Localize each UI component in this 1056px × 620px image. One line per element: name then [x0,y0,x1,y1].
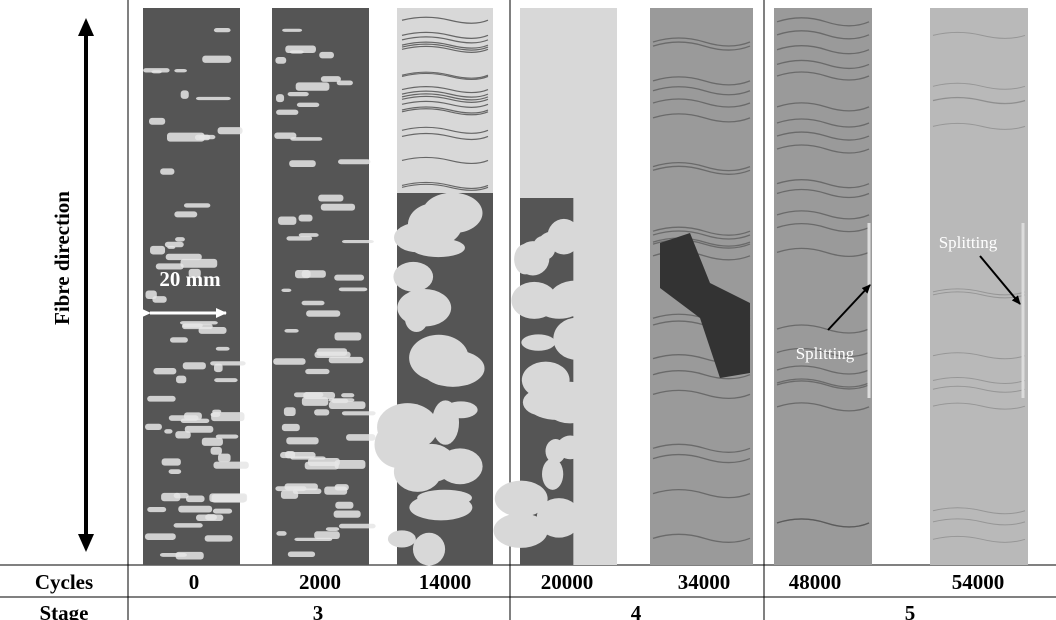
fibre-direction-label: Fibre direction [50,191,74,325]
arrow-head-top-icon [78,18,94,36]
cycle-value: 14000 [419,570,472,594]
fibre-direction-axis: Fibre direction [50,18,94,552]
arrow-head-bottom-icon [78,534,94,552]
specimen-strip [930,8,1028,565]
cycle-value: 54000 [952,570,1005,594]
cycles-row-label: Cycles [35,570,93,594]
specimen-strips [143,8,1028,566]
stage-row: 3 4 5 [313,601,916,620]
splitting-label: Splitting [796,344,855,363]
specimen-strip [272,8,376,565]
cycle-value: 34000 [678,570,731,594]
stage-value: 4 [631,601,642,620]
cycle-value: 0 [189,570,200,594]
splitting-label: Splitting [939,233,998,252]
cycle-value: 2000 [299,570,341,594]
specimen-strip [494,8,617,565]
specimen-strip [774,8,872,565]
scale-bar-label: 20 mm [159,267,221,291]
specimen-strip [650,8,753,565]
stage-row-label: Stage [40,601,89,620]
stage-value: 5 [905,601,916,620]
cycle-value: 48000 [789,570,842,594]
stage-value: 3 [313,601,324,620]
cycle-value: 20000 [541,570,594,594]
cycles-row: 0 2000 14000 20000 34000 48000 54000 [189,570,1005,594]
specimen-strip [375,8,493,566]
